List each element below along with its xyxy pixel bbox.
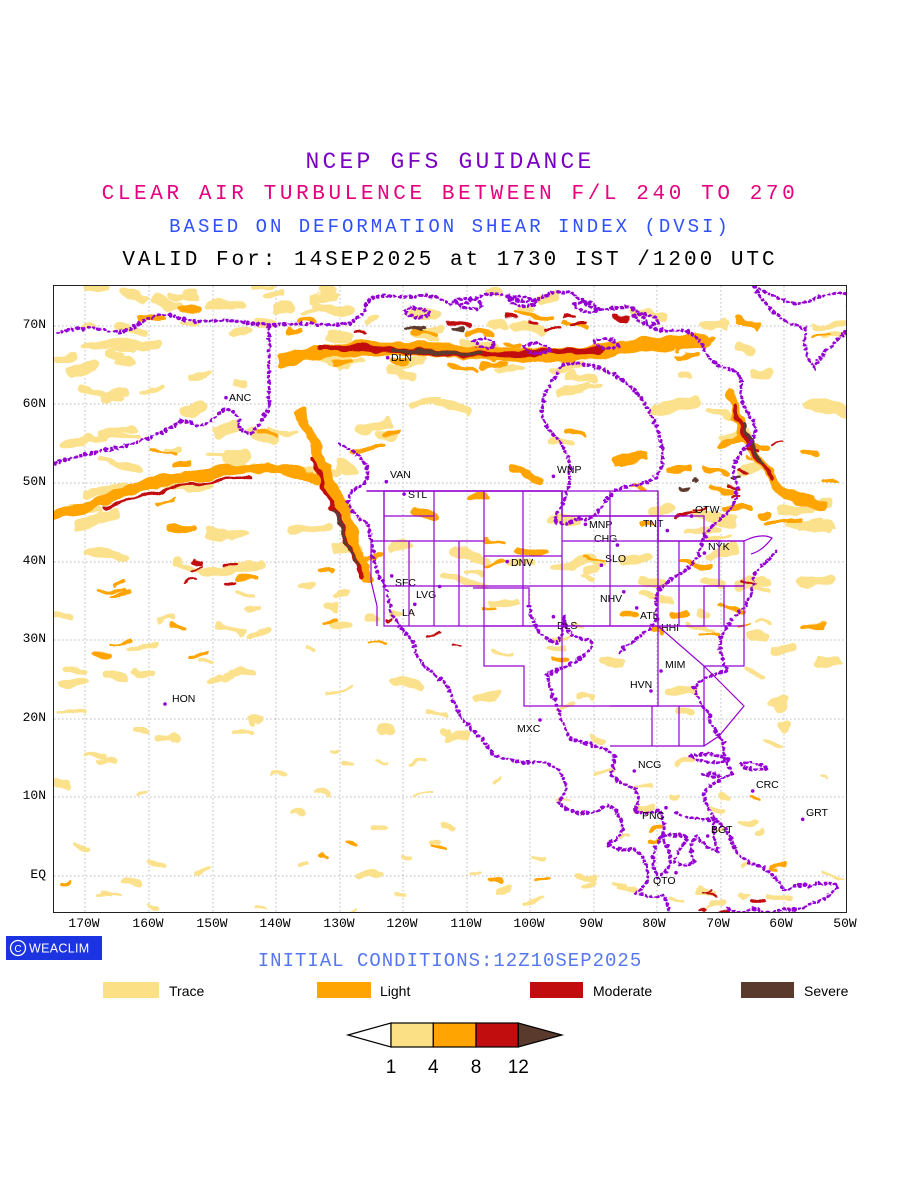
svg-text:8: 8 bbox=[471, 1057, 482, 1078]
svg-text:12: 12 bbox=[508, 1057, 529, 1078]
svg-text:4: 4 bbox=[428, 1057, 439, 1078]
svg-text:1: 1 bbox=[386, 1057, 397, 1078]
